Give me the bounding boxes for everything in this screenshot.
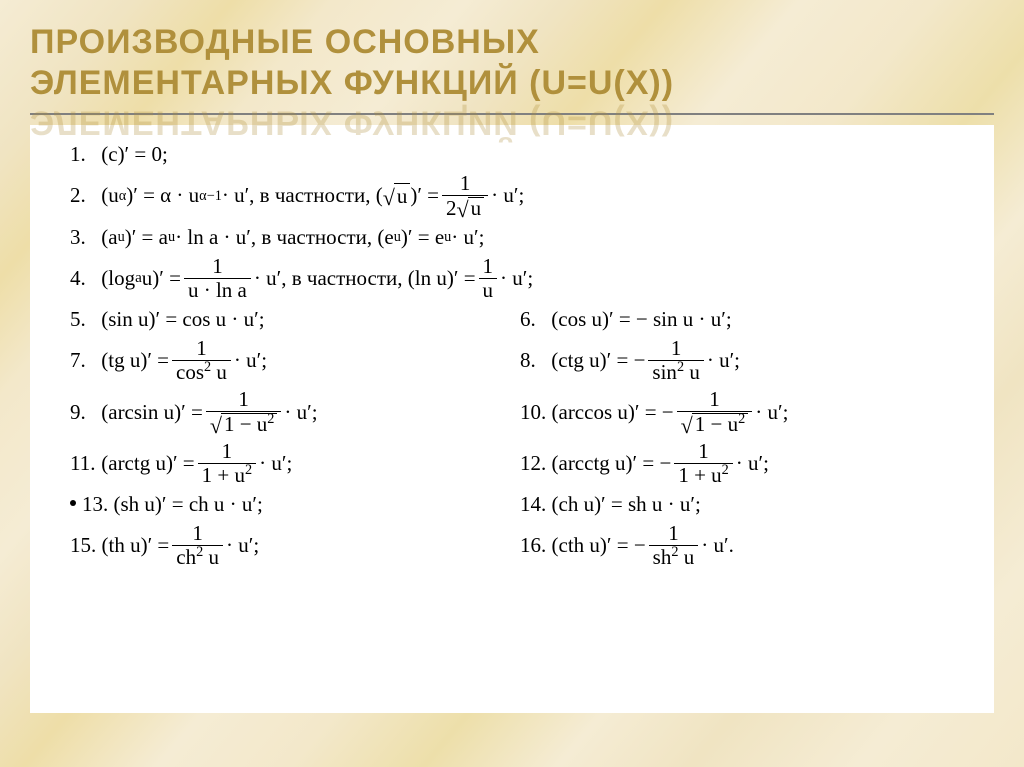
formula-13: 13. (sh u)′ = ch u · u′;: [66, 489, 516, 520]
formula-11: 11. (arctg u)′ = 11 + u2 · u′;: [66, 438, 516, 489]
formula-9: 9. (arcsin u)′ = 1√1 − u2 · u′;: [66, 386, 516, 438]
formula-7: 7. (tg u)′ = 1cos2 u · u′;: [66, 335, 516, 386]
title-line-1: ПРОИЗВОДНЫЕ ОСНОВНЫХ: [30, 22, 674, 63]
formula-16: 16. (cth u)′ = − 1sh2 u · u′.: [516, 520, 966, 571]
formula-5: 5. (sin u)′ = cos u · u′;: [66, 304, 516, 335]
slide: ПРОИЗВОДНЫЕ ОСНОВНЫХ ЭЛЕМЕНТАРНЫХ ФУНКЦИ…: [0, 0, 1024, 767]
bullet-icon: [70, 500, 76, 506]
formula-1: 1. (c)′ = 0;: [66, 139, 966, 170]
formula-2: 2. (uα)′ = α · uα−1 · u′, в частности, (…: [66, 170, 966, 222]
slide-title: ПРОИЗВОДНЫЕ ОСНОВНЫХ ЭЛЕМЕНТАРНЫХ ФУНКЦИ…: [30, 22, 674, 105]
formula-10: 10. (arccos u)′ = − 1√1 − u2 · u′;: [516, 386, 966, 438]
title-underline: [30, 113, 994, 115]
formula-6: 6. (cos u)′ = − sin u · u′;: [516, 304, 966, 335]
formula-8: 8. (ctg u)′ = − 1sin2 u · u′;: [516, 335, 966, 386]
title-block: ПРОИЗВОДНЫЕ ОСНОВНЫХ ЭЛЕМЕНТАРНЫХ ФУНКЦИ…: [0, 0, 1024, 111]
title-line-2: ЭЛЕМЕНТАРНЫХ ФУНКЦИЙ (U=U(X)): [30, 63, 674, 104]
formula-4: 4. (loga u)′ = 1u · ln a · u′, в частнос…: [66, 253, 966, 304]
formula-15: 15. (th u)′ = 1ch2 u · u′;: [66, 520, 516, 571]
formula-3: 3. (au)′ = au · ln a · u′, в частности, …: [66, 222, 966, 253]
formula-12: 12. (arcctg u)′ = − 11 + u2 · u′;: [516, 438, 966, 489]
sqrt-icon: √u: [383, 183, 411, 209]
formula-14: 14. (ch u)′ = sh u · u′;: [516, 489, 966, 520]
formula-panel: 1. (c)′ = 0; 2. (uα)′ = α · uα−1 · u′, в…: [30, 125, 994, 713]
